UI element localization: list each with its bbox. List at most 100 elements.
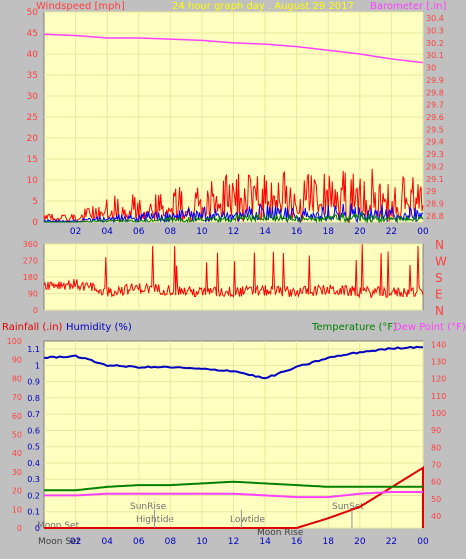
x-tick-label: 16 bbox=[291, 537, 303, 547]
barometer-axis-label: Barometer [.in] bbox=[370, 1, 446, 12]
y-tick-label: 90 bbox=[12, 356, 22, 365]
y-tick-label: 70 bbox=[12, 393, 22, 402]
x-tick-label: 08 bbox=[165, 537, 177, 547]
x-tick-label: 00 bbox=[417, 537, 429, 547]
x-tick-label: 20 bbox=[354, 537, 366, 547]
compass-label: N bbox=[435, 304, 444, 318]
rain-tick-label: 1 bbox=[35, 361, 40, 370]
x-tick-label: 02 bbox=[70, 537, 81, 547]
rain-tick-label: 0.9 bbox=[27, 378, 40, 387]
annotation-hightide: Hightide bbox=[136, 515, 174, 525]
y-tick-label: 40 bbox=[27, 50, 39, 60]
y-tick-label: 45 bbox=[27, 29, 38, 39]
rain-tick-label: 0.3 bbox=[27, 475, 40, 484]
y-tick-label: 0 bbox=[17, 524, 22, 533]
y2-tick-label: 110 bbox=[431, 392, 446, 401]
y-tick-label: 40 bbox=[12, 449, 22, 458]
temperature-line bbox=[44, 480, 423, 492]
y-tick-label: 80 bbox=[12, 374, 22, 383]
x-tick-label: 20 bbox=[354, 227, 366, 237]
y2-tick-label: 29.7 bbox=[426, 101, 444, 110]
rain-tick-label: 0.6 bbox=[27, 426, 40, 435]
y-tick-label: 180 bbox=[23, 273, 38, 282]
x-tick-label: 12 bbox=[228, 227, 239, 237]
y-tick-label: 50 bbox=[12, 431, 22, 440]
chart-title: 24 hour graph day . August 29 2017 bbox=[172, 1, 354, 12]
y-tick-label: 270 bbox=[23, 257, 38, 266]
y2-tick-label: 30.2 bbox=[426, 39, 444, 48]
compass-label: E bbox=[435, 288, 443, 302]
y-tick-label: 35 bbox=[27, 71, 38, 81]
y-tick-label: 20 bbox=[27, 134, 39, 144]
rainfall-axis-label: Rainfall (.in) bbox=[2, 322, 63, 333]
annotation-lowtide: Lowtide bbox=[230, 515, 265, 525]
y2-tick-label: 29.1 bbox=[426, 175, 444, 184]
annotation-sunrise: SunRise bbox=[130, 502, 167, 512]
y2-tick-label: 29.3 bbox=[426, 150, 444, 159]
y2-tick-label: 60 bbox=[431, 478, 441, 487]
x-tick-label: 18 bbox=[323, 227, 335, 237]
annotation-sunset: SunSet bbox=[332, 502, 364, 512]
wind-direction-line bbox=[43, 244, 424, 299]
y-tick-label: 100 bbox=[7, 337, 22, 346]
y2-tick-label: 29 bbox=[426, 187, 436, 196]
x-tick-label: 16 bbox=[291, 227, 303, 237]
x-tick-label: 04 bbox=[101, 537, 113, 547]
y2-tick-label: 40 bbox=[431, 512, 441, 521]
y-tick-label: 10 bbox=[27, 176, 39, 186]
windspeed-axis-label: Windspeed [mph] bbox=[36, 1, 125, 12]
y-tick-label: 10 bbox=[12, 505, 22, 514]
y-tick-label: 0 bbox=[32, 218, 38, 228]
x-tick-label: 02 bbox=[70, 227, 81, 237]
y-tick-label: 60 bbox=[12, 412, 22, 421]
x-tick-label: 10 bbox=[196, 227, 208, 237]
y-tick-label: 15 bbox=[27, 155, 38, 165]
y-tick-label: 20 bbox=[12, 487, 22, 496]
y2-tick-label: 50 bbox=[431, 495, 441, 504]
compass-label: S bbox=[435, 271, 443, 285]
rain-tick-label: 0.4 bbox=[27, 459, 40, 468]
y2-tick-label: 29.2 bbox=[426, 162, 444, 171]
rain-tick-label: 0.8 bbox=[27, 394, 40, 403]
y2-tick-label: 28.8 bbox=[426, 212, 444, 221]
x-tick-label: 14 bbox=[259, 227, 271, 237]
y2-tick-label: 70 bbox=[431, 461, 441, 470]
y2-tick-label: 140 bbox=[431, 340, 446, 349]
x-tick-label: 14 bbox=[259, 537, 271, 547]
y2-tick-label: 29.6 bbox=[426, 113, 444, 122]
barometer-line bbox=[43, 33, 424, 64]
x-tick-label: 08 bbox=[165, 227, 177, 237]
annotation-moonset-inside: Moon Set bbox=[37, 521, 80, 531]
humidity-line bbox=[43, 345, 423, 380]
x-tick-label: 10 bbox=[196, 537, 208, 547]
annotation-moonrise: Moon Rise bbox=[257, 528, 304, 538]
y2-tick-label: 100 bbox=[431, 409, 446, 418]
x-tick-label: 18 bbox=[323, 537, 335, 547]
y-tick-label: 5 bbox=[32, 197, 38, 207]
y-tick-label: 0 bbox=[33, 306, 38, 315]
x-tick-label: 22 bbox=[386, 537, 397, 547]
series-line-1 bbox=[43, 168, 424, 224]
y2-tick-label: 29.4 bbox=[426, 138, 444, 147]
y2-tick-label: 30.1 bbox=[426, 51, 444, 60]
y2-tick-label: 30.3 bbox=[426, 27, 444, 36]
rain-tick-label: 0.2 bbox=[27, 491, 40, 500]
rain-tick-label: 1.1 bbox=[27, 345, 40, 354]
compass-label: W bbox=[435, 255, 447, 269]
y-tick-label: 50 bbox=[27, 8, 39, 18]
x-tick-label: 06 bbox=[133, 227, 145, 237]
series-line-2 bbox=[43, 203, 424, 224]
dewpoint-axis-label: Dew Point (°F) bbox=[394, 322, 466, 333]
y2-tick-label: 90 bbox=[431, 426, 441, 435]
x-tick-label: 22 bbox=[386, 227, 397, 237]
rain-tick-label: 0.1 bbox=[27, 508, 40, 517]
x-tick-label: 00 bbox=[417, 227, 429, 237]
y2-tick-label: 130 bbox=[431, 358, 446, 367]
rain-tick-label: 0.5 bbox=[27, 443, 40, 452]
x-tick-label: 04 bbox=[101, 227, 113, 237]
y-tick-label: 30 bbox=[12, 468, 22, 477]
humidity-axis-label: Humidity (%) bbox=[66, 322, 132, 333]
y2-tick-label: 30 bbox=[426, 64, 436, 73]
